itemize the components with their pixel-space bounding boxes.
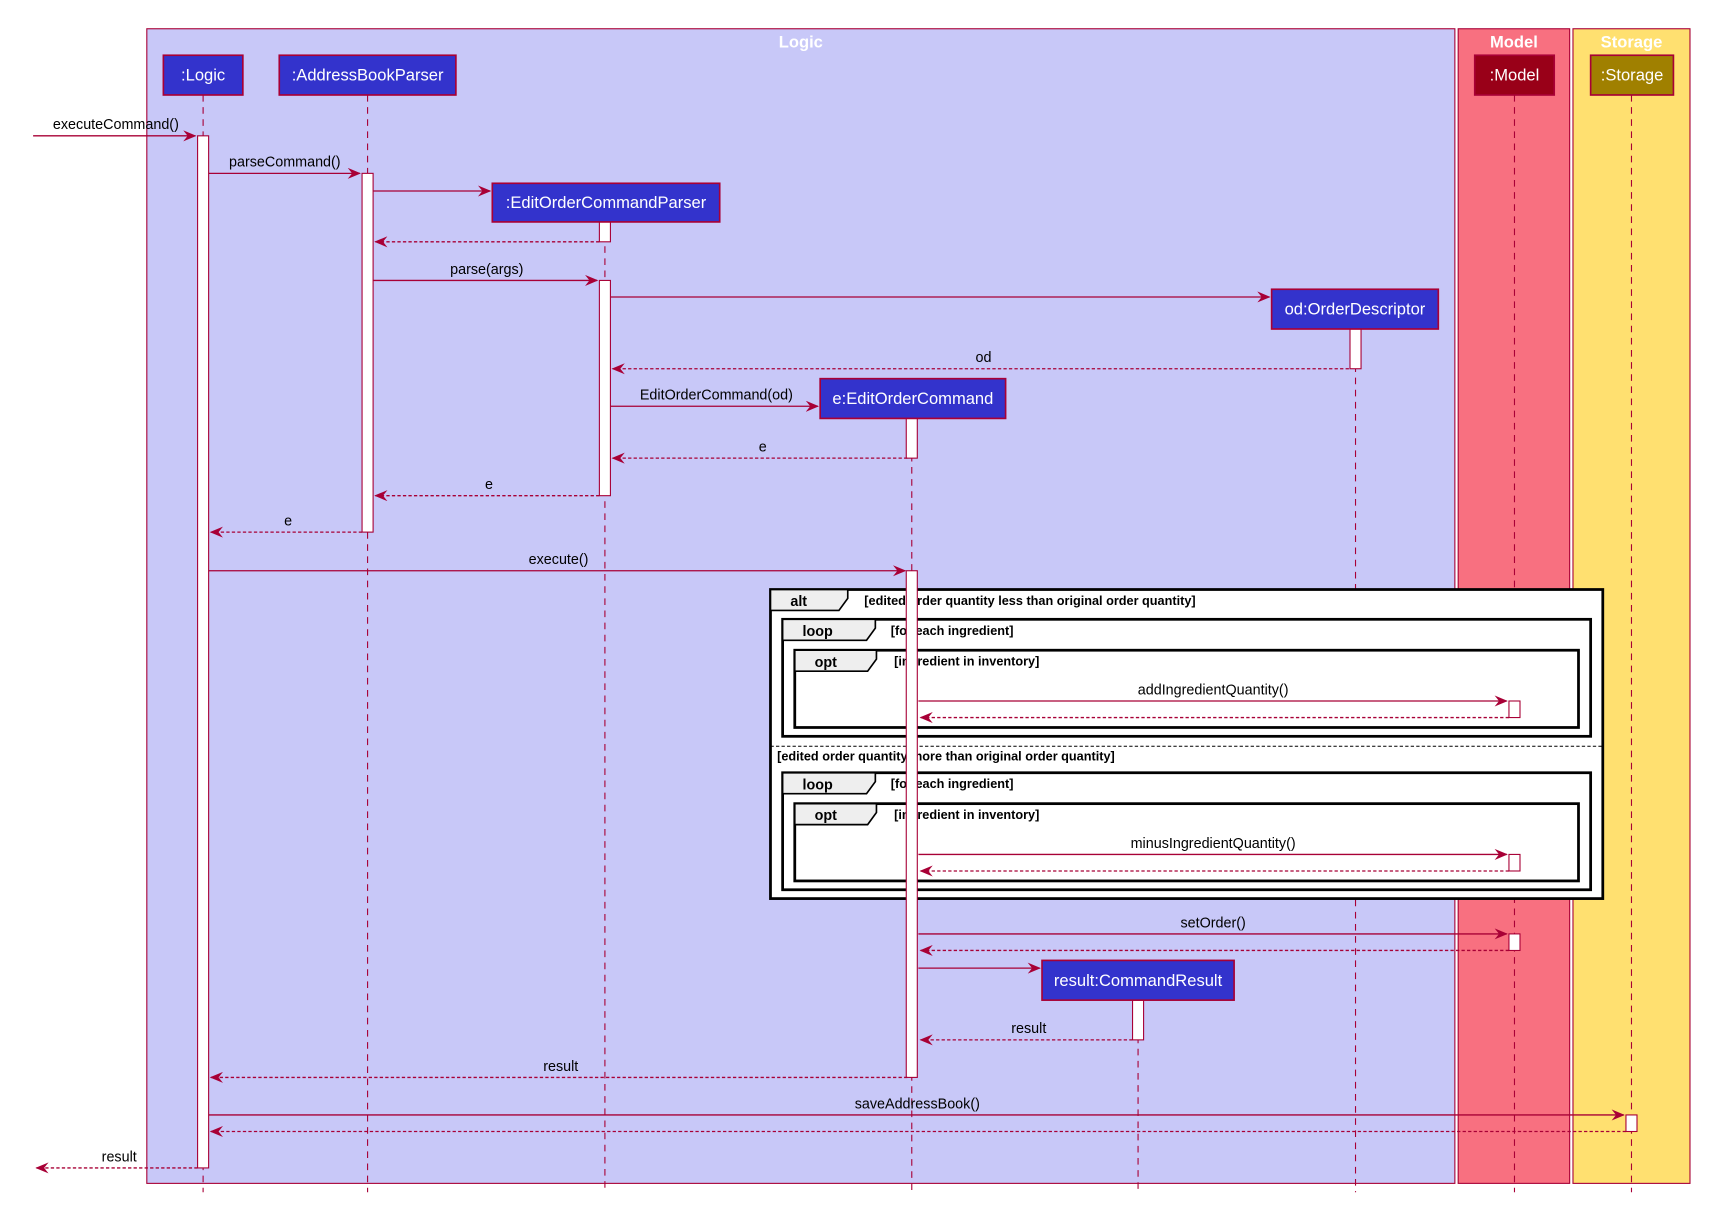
fragment-guard: [edited order quantity less than origina… [864, 594, 1195, 608]
activation-bar-eocp [598, 279, 611, 497]
participant-box-eocp [491, 182, 721, 223]
activation-bar-model [1508, 933, 1521, 952]
activation-bar-eoc [905, 417, 918, 459]
participant-label-model: :Model [1490, 66, 1540, 85]
activation-bar-logic [197, 135, 210, 1169]
message-label: parseCommand() [229, 155, 341, 171]
message-label: EditOrderCommand(od) [640, 388, 793, 404]
activation-bar-eoc [905, 570, 918, 1078]
fragment-operator: opt [815, 655, 838, 671]
fragment-operator: loop [802, 624, 833, 640]
group-title-model: Model [1490, 33, 1538, 52]
participant-label-abp: :AddressBookParser [292, 66, 444, 85]
fragment-operator: alt [790, 594, 807, 610]
participant-box-model [1473, 54, 1556, 96]
fragment-guard: [ingredient in inventory] [894, 808, 1039, 822]
message-label: result [102, 1149, 137, 1165]
participant-label-logic: :Logic [181, 66, 225, 85]
message-label: setOrder() [1180, 915, 1245, 931]
message-label: addIngredientQuantity() [1138, 682, 1289, 698]
fragment-tab [793, 649, 878, 673]
activation-bar-storage [1625, 1114, 1638, 1133]
message-label: executeCommand() [53, 117, 179, 133]
fragment-operator: loop [802, 777, 833, 793]
participant-box-abp [278, 54, 457, 96]
activation-bar-model [1508, 700, 1521, 719]
activation-bar-cr [1131, 999, 1145, 1041]
group-title-logic: Logic [779, 33, 823, 52]
fragment-tab [781, 771, 877, 795]
participant-box-eoc [819, 377, 1007, 420]
participant-label-eocp: :EditOrderCommandParser [506, 193, 707, 212]
activation-bar-abp [361, 172, 374, 533]
message-label: od [976, 350, 992, 366]
participant-box-storage [1589, 54, 1675, 96]
message-label: minusIngredientQuantity() [1131, 836, 1296, 852]
message-label: saveAddressBook() [855, 1096, 980, 1112]
participant-label-storage: :Storage [1601, 66, 1664, 85]
fragment-else-guard: [edited order quantity more than origina… [777, 750, 1115, 764]
message-label: e [759, 440, 767, 456]
fragment-tab [769, 588, 849, 612]
fragment-opt [793, 802, 1580, 883]
activation-bar-eocp [598, 221, 611, 243]
message-label: result [1011, 1021, 1046, 1037]
participant-box-logic [162, 54, 244, 96]
message-label: e [485, 477, 493, 493]
fragment-operator: opt [815, 808, 838, 824]
fragment-guard: [for each ingredient] [891, 624, 1014, 638]
fragment-opt [793, 648, 1580, 729]
message-label: parse(args) [450, 262, 523, 278]
message-label: result [543, 1059, 578, 1075]
fragment-loop [781, 617, 1593, 738]
fragment-tab [793, 802, 878, 826]
fragment-guard: [for each ingredient] [891, 777, 1014, 791]
participant-label-eoc: e:EditOrderCommand [832, 389, 993, 408]
participant-box-od [1270, 288, 1440, 330]
participant-box-cr [1041, 959, 1235, 1001]
fragment-guard: [ingredient in inventory] [894, 655, 1039, 669]
activation-bar-model [1508, 853, 1521, 872]
fragment-loop [781, 771, 1593, 892]
message-label: execute() [529, 552, 589, 568]
participant-label-cr: result:CommandResult [1054, 971, 1223, 990]
activation-bar-od [1349, 328, 1362, 370]
message-label: e [284, 513, 292, 529]
participant-label-od: od:OrderDescriptor [1285, 300, 1426, 319]
group-title-storage: Storage [1601, 33, 1663, 52]
fragment-tab [781, 618, 877, 642]
